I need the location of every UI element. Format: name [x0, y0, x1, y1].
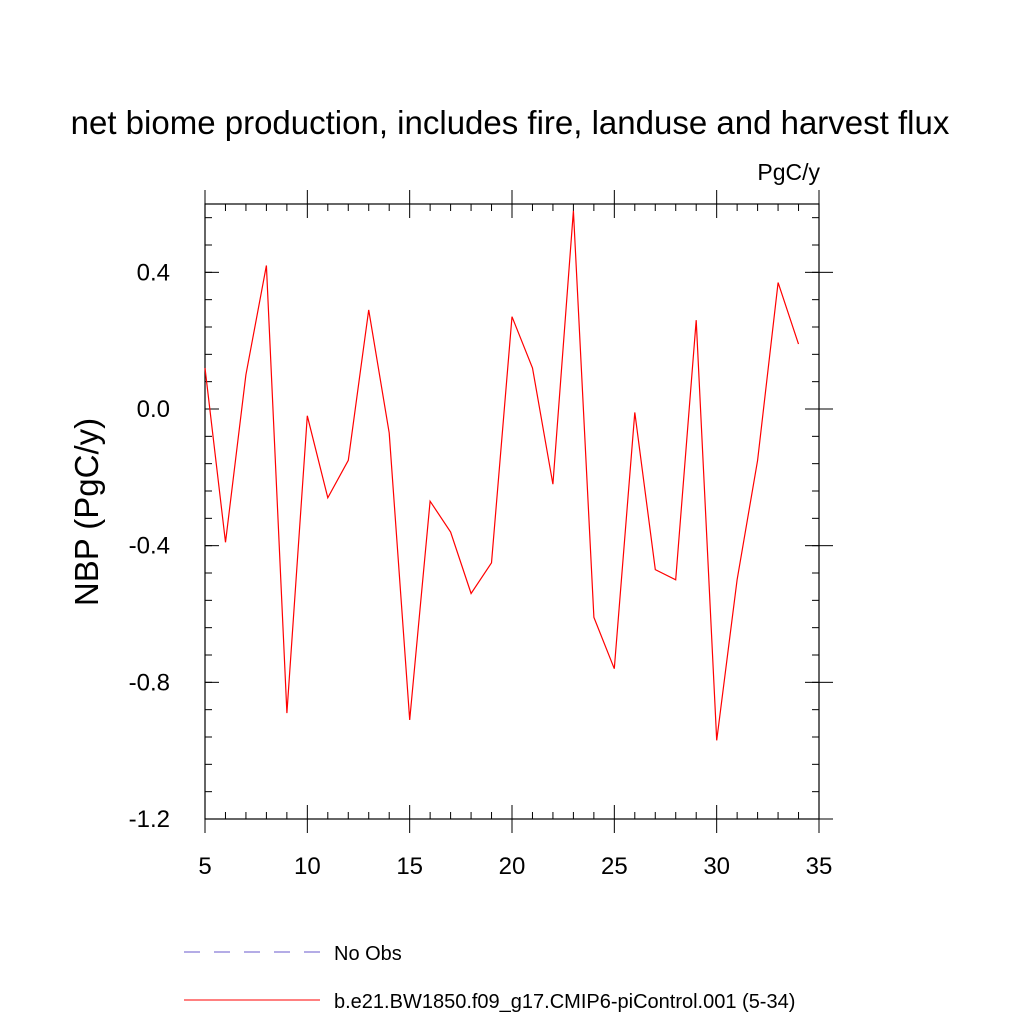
legend-label: No Obs	[334, 943, 402, 965]
x-tick-label: 10	[294, 853, 321, 880]
x-tick-label: 30	[703, 853, 730, 880]
y-axis-label: NBP (PgC/y)	[68, 418, 105, 606]
chart-title: net biome production, includes fire, lan…	[71, 104, 950, 141]
series-line	[204, 210, 800, 741]
x-tick-label: 15	[396, 853, 423, 880]
x-tick-label: 5	[198, 853, 211, 880]
units-label: PgC/y	[757, 159, 820, 185]
x-tick-label: 20	[499, 853, 526, 880]
legend-label: b.e21.BW1850.f09_g17.CMIP6-piControl.001…	[334, 991, 795, 1013]
y-tick-label: -0.8	[129, 669, 170, 696]
x-tick-label: 25	[601, 853, 628, 880]
y-tick-label: -0.4	[129, 533, 170, 560]
y-tick-label: -1.2	[129, 806, 170, 833]
y-tick-label: 0.0	[137, 396, 170, 423]
x-tick-label: 35	[806, 853, 833, 880]
plot-frame	[204, 203, 820, 820]
y-tick-label: 0.4	[137, 259, 170, 286]
